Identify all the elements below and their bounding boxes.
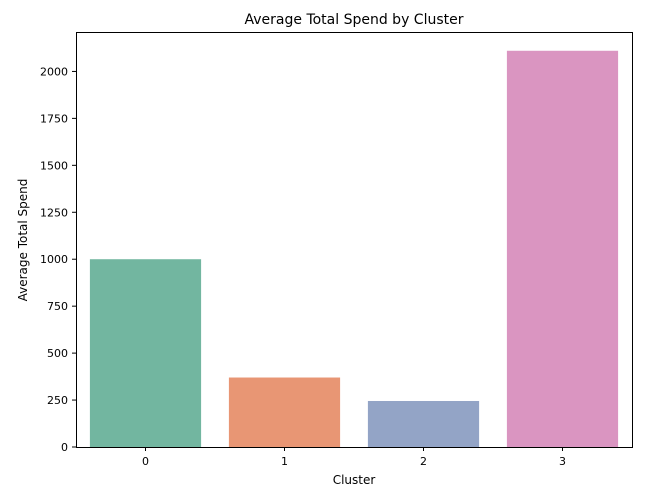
x-tick-label: 2 (420, 455, 427, 468)
y-tick-label: 1750 (40, 112, 68, 125)
y-tick-label: 2000 (40, 65, 68, 78)
plot-frame (76, 32, 633, 448)
y-ticks-group: 0 250 500 750 1000 1250 1500 1750 2000 (40, 65, 76, 454)
y-tick-label: 1500 (40, 159, 68, 172)
y-tick-label: 0 (61, 441, 68, 454)
x-tick-label: 0 (142, 455, 149, 468)
bars-group (89, 50, 619, 447)
y-axis-label: Average Total Spend (16, 179, 30, 302)
x-tick-label: 3 (559, 455, 566, 468)
x-tick-label: 1 (281, 455, 288, 468)
y-tick-label: 250 (47, 394, 68, 407)
bar-cluster-3 (506, 50, 619, 447)
y-tick-label: 500 (47, 347, 68, 360)
bar-cluster-0 (89, 259, 202, 447)
bar-cluster-1 (228, 377, 341, 447)
bar-cluster-2 (367, 400, 480, 447)
x-axis-label: Cluster (333, 473, 376, 487)
chart-title: Average Total Spend by Cluster (245, 12, 464, 28)
y-tick-label: 750 (47, 300, 68, 313)
y-tick-label: 1000 (40, 253, 68, 266)
y-tick-label: 1250 (40, 206, 68, 219)
x-ticks-group: 0 1 2 3 (142, 447, 566, 468)
